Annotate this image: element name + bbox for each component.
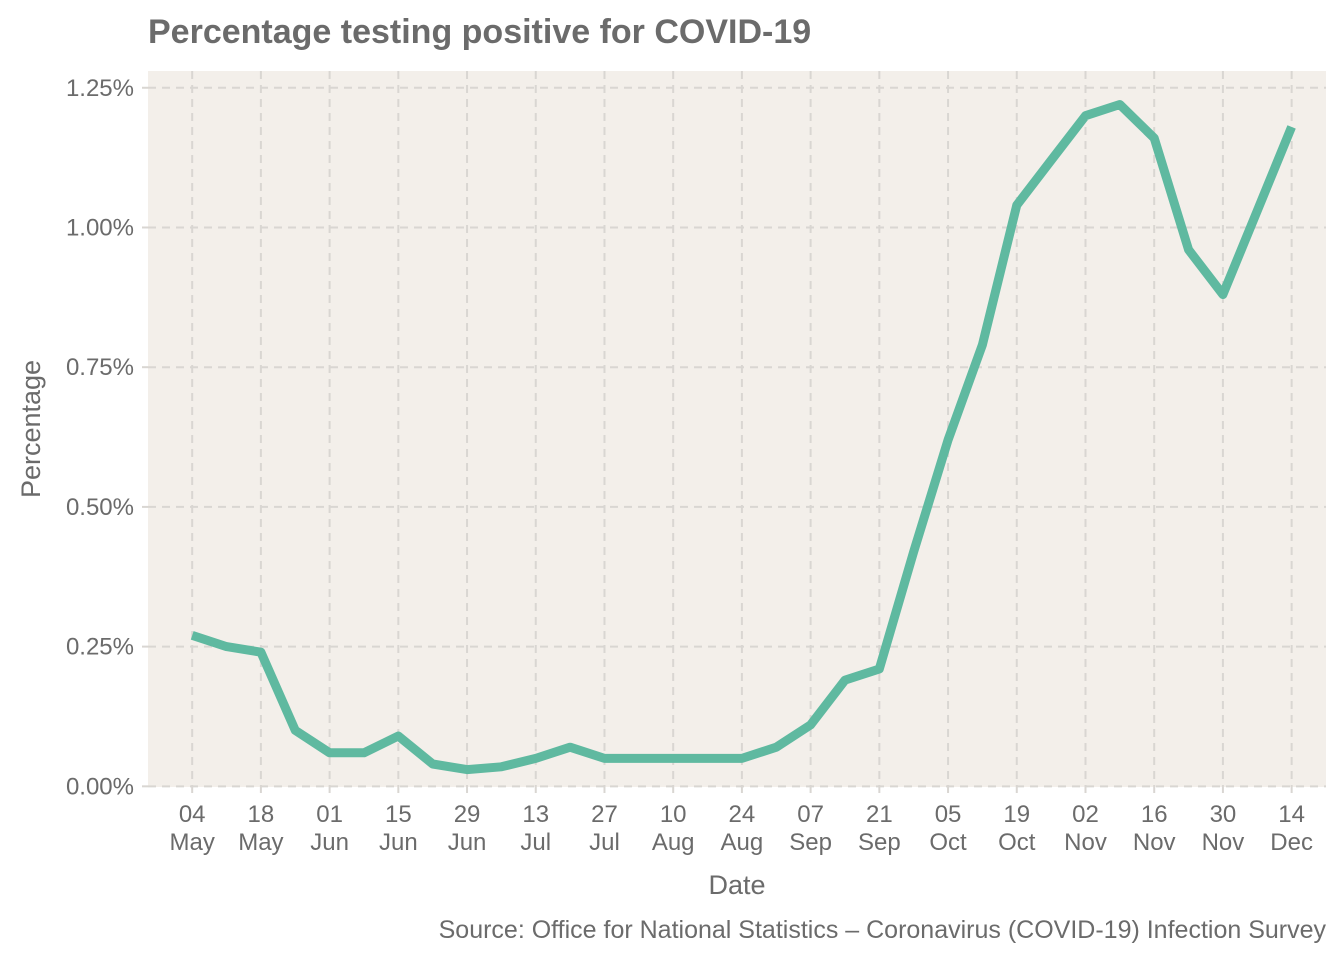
x-tick-label-day: 29	[454, 801, 481, 828]
x-tick-label-day: 19	[1003, 801, 1030, 828]
y-axis-title: Percentage	[16, 360, 46, 498]
x-tick-label-month: Sep	[789, 829, 832, 856]
series-layer	[190, 100, 1296, 775]
x-tick-label-month: Jun	[310, 829, 349, 856]
y-tick-label: 0.50%	[66, 494, 134, 521]
y-tick-label: 0.25%	[66, 634, 134, 661]
x-tick-label-month: Sep	[858, 829, 901, 856]
source-caption: Source: Office for National Statistics –…	[439, 916, 1327, 944]
x-tick-label-day: 01	[316, 801, 343, 828]
x-tick-label-day: 07	[797, 801, 824, 828]
x-tick-label-day: 30	[1210, 801, 1237, 828]
x-axis: 04May18May01Jun15Jun29Jun13Jul27Jul10Aug…	[170, 787, 1313, 856]
x-tick-label-month: Aug	[652, 829, 695, 856]
x-tick-label-day: 18	[248, 801, 275, 828]
x-tick-label-month: Oct	[929, 829, 967, 856]
x-tick-label-day: 10	[660, 801, 687, 828]
series-line	[190, 100, 1296, 775]
x-tick-label-day: 15	[385, 801, 412, 828]
x-tick-label-day: 27	[591, 801, 618, 828]
x-tick-label-month: Aug	[721, 829, 764, 856]
x-tick-label-month: Jun	[448, 829, 487, 856]
x-tick-label-day: 16	[1141, 801, 1168, 828]
x-tick-label-month: Nov	[1133, 829, 1176, 856]
x-tick-label-day: 04	[179, 801, 206, 828]
x-tick-label-month: May	[170, 829, 215, 856]
x-tick-label-month: Jul	[589, 829, 620, 856]
x-tick-label-month: Dec	[1270, 829, 1313, 856]
chart-title: Percentage testing positive for COVID-19	[148, 13, 811, 51]
x-tick-label-day: 21	[866, 801, 893, 828]
y-tick-label: 0.00%	[66, 773, 134, 800]
x-tick-label-day: 05	[935, 801, 962, 828]
y-axis: 0.00% 0.25% 0.50% 0.75% 1.00% 1.25%	[66, 75, 148, 800]
x-tick-label-month: Nov	[1064, 829, 1107, 856]
x-tick-label-month: May	[238, 829, 283, 856]
x-tick-label-month: Jul	[520, 829, 551, 856]
x-tick-label-month: Jun	[379, 829, 418, 856]
y-tick-label: 1.25%	[66, 75, 134, 102]
x-tick-label-month: Oct	[998, 829, 1036, 856]
plot-panel	[148, 71, 1326, 787]
x-tick-label-day: 14	[1278, 801, 1305, 828]
x-tick-label-day: 24	[729, 801, 756, 828]
x-tick-label-day: 02	[1072, 801, 1099, 828]
x-tick-label-month: Nov	[1202, 829, 1245, 856]
x-axis-title: Date	[708, 870, 765, 900]
y-tick-label: 1.00%	[66, 214, 134, 241]
x-tick-label-day: 13	[522, 801, 549, 828]
y-tick-label: 0.75%	[66, 354, 134, 381]
